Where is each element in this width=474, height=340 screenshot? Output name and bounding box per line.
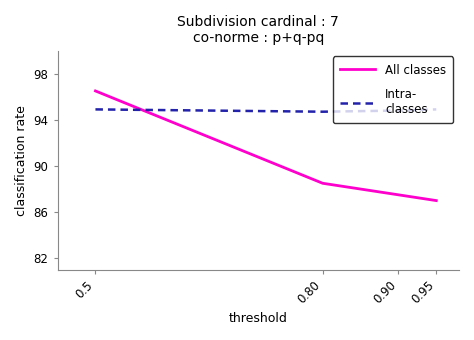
Intra-
classes (92, 107, 98, 112)
Intra-
classes (320, 110, 326, 114)
X-axis label: threshold: threshold (229, 312, 288, 325)
Title: Subdivision cardinal : 7
co-norme : p+q-pq: Subdivision cardinal : 7 co-norme : p+q-… (177, 15, 339, 45)
Intra-
classes (396, 108, 401, 113)
Intra-
classes (433, 107, 439, 112)
Line: All classes: All classes (95, 91, 436, 201)
All classes (320, 181, 326, 185)
All classes (396, 193, 401, 197)
Y-axis label: classification rate: classification rate (15, 105, 28, 216)
Line: Intra-
classes: Intra- classes (95, 109, 436, 112)
Legend: All classes, Intra-
classes: All classes, Intra- classes (333, 56, 453, 123)
All classes (433, 199, 439, 203)
All classes (92, 89, 98, 93)
